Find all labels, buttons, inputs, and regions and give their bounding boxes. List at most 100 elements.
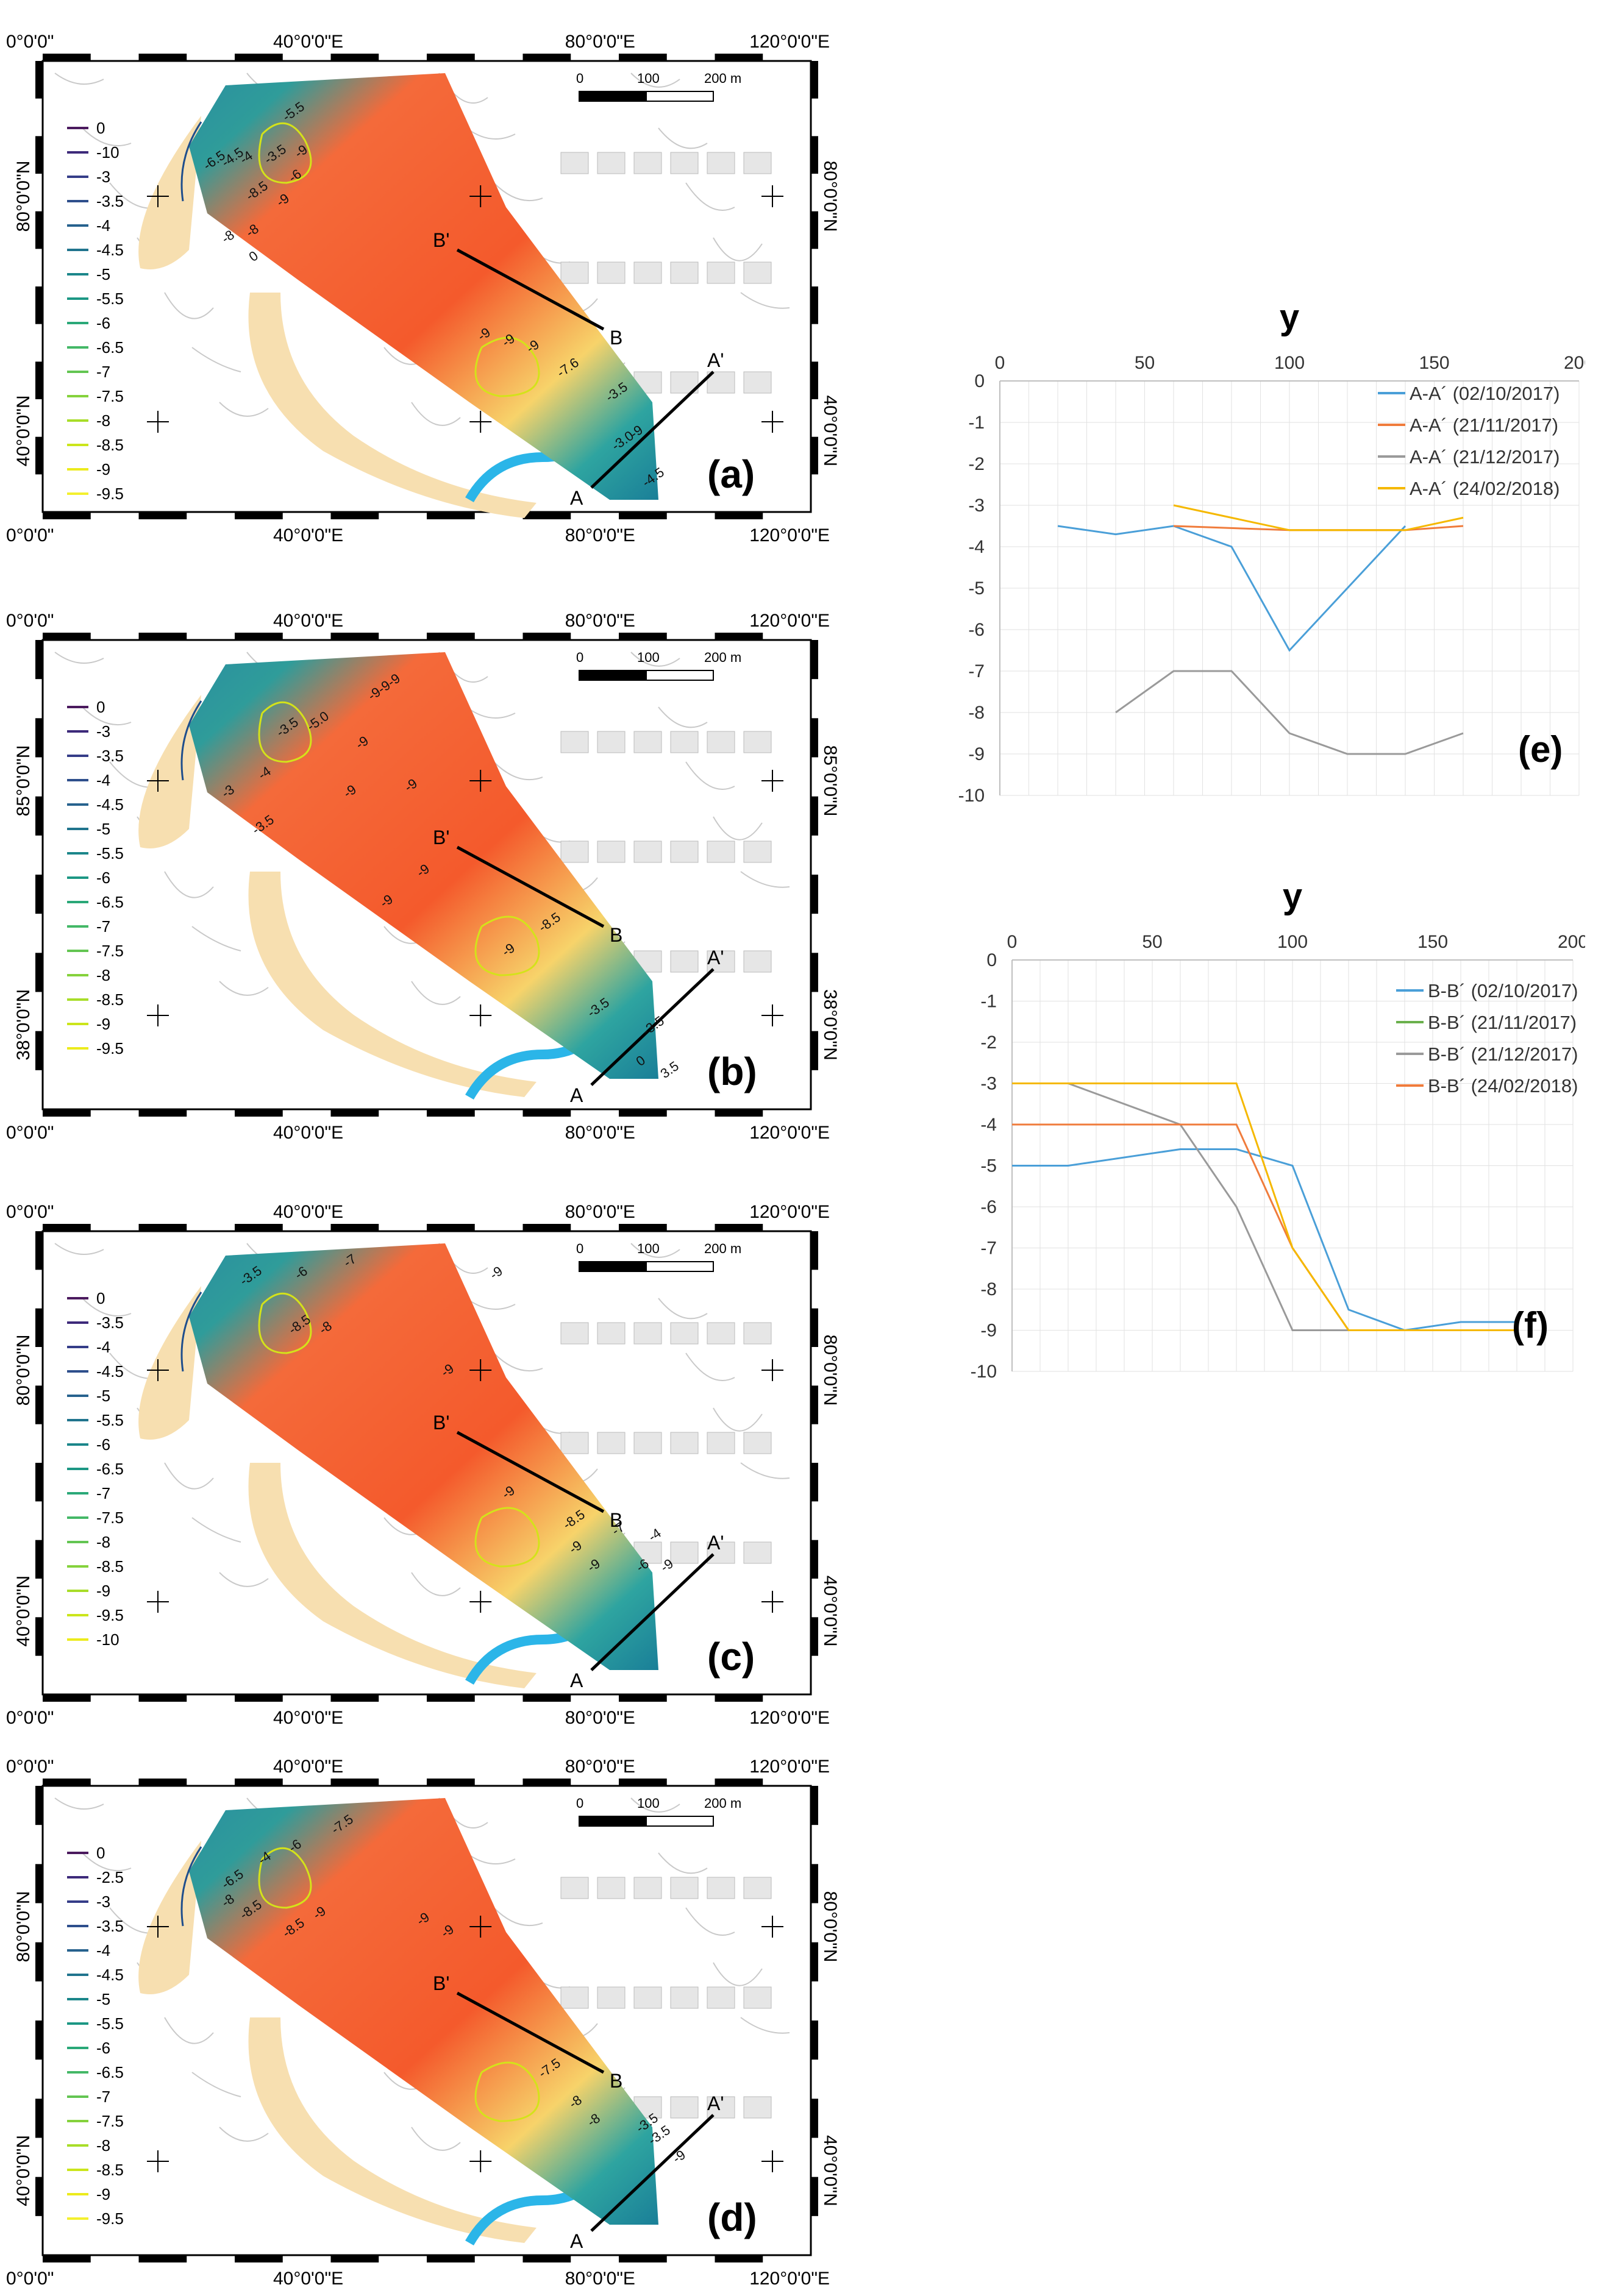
- coord-top: 120°0'0"E: [749, 611, 830, 631]
- y-tick-label: -5: [968, 578, 985, 599]
- legend-label: -7: [96, 1484, 110, 1502]
- legend-entry: A-A´ (21/11/2017): [1410, 414, 1558, 436]
- coord-left: 40°0'0"N: [13, 395, 34, 466]
- legend-label: -4.5: [96, 241, 124, 259]
- x-tick-label: 0: [995, 353, 1005, 373]
- coord-bottom: 0°0'0": [6, 2269, 54, 2286]
- section-label: A': [707, 2092, 724, 2114]
- coord-bottom: 80°0'0"E: [565, 1708, 635, 1725]
- coord-top: 80°0'0"E: [565, 1757, 635, 1777]
- series-line: [1173, 504, 1464, 531]
- y-tick-label: -6: [980, 1197, 997, 1217]
- legend-label: -5.5: [96, 1411, 124, 1429]
- coord-top: 80°0'0"E: [565, 1202, 635, 1222]
- section-label: B: [610, 2070, 622, 2092]
- legend-label: -5: [96, 265, 110, 283]
- y-tick-label: -2: [980, 1032, 997, 1053]
- legend-entry: B-B´ (21/11/2017): [1428, 1012, 1577, 1033]
- legend-label: -7.5: [96, 1509, 124, 1527]
- x-tick-label: 100: [1277, 932, 1308, 952]
- coord-left: 38°0'0"N: [13, 989, 34, 1061]
- x-tick-label: 200: [1558, 932, 1585, 952]
- coord-bottom: 0°0'0": [6, 1123, 54, 1140]
- legend-label: 0: [96, 119, 105, 137]
- legend-label: -5: [96, 1990, 110, 2008]
- legend-label: -4.5: [96, 1362, 124, 1381]
- y-tick-label: -1: [968, 413, 985, 433]
- legend-label: -7: [96, 363, 110, 381]
- x-tick-label: 50: [1142, 932, 1162, 952]
- coord-top: 0°0'0": [6, 611, 54, 631]
- legend-label: -9.5: [96, 2209, 124, 2228]
- x-tick-label: 0: [1007, 932, 1018, 952]
- y-tick-label: -7: [968, 661, 985, 681]
- section-label: A: [570, 1669, 583, 1691]
- coord-right: 80°0'0"N: [820, 1891, 840, 1963]
- legend-label: -6: [96, 1435, 110, 1454]
- scale-label: 200 m: [704, 650, 741, 665]
- coord-bottom: 120°0'0"E: [749, 1123, 830, 1140]
- legend-label: -7: [96, 917, 110, 936]
- chart-panel-tag: (e): [1518, 729, 1563, 770]
- legend-label: -4.5: [96, 1966, 124, 1984]
- coord-top: 0°0'0": [6, 1757, 54, 1777]
- section-label: A: [570, 2230, 583, 2252]
- coord-top: 120°0'0"E: [749, 32, 830, 52]
- coord-top: 0°0'0": [6, 32, 54, 52]
- legend-label: -7.5: [96, 942, 124, 960]
- legend-label: -4: [96, 216, 110, 235]
- coord-top: 80°0'0"E: [565, 32, 635, 52]
- map-panel-tag: (b): [707, 1050, 757, 1093]
- bathymetry-surface: [189, 1243, 658, 1670]
- coord-left: 85°0'0"N: [13, 745, 34, 817]
- bathymetry-surface: [189, 652, 658, 1079]
- legend-label: -3: [96, 722, 110, 741]
- y-tick-label: -8: [980, 1279, 997, 1299]
- legend-label: -9: [96, 1582, 110, 1600]
- coord-bottom: 40°0'0"E: [273, 525, 343, 542]
- legend-label: -6: [96, 869, 110, 887]
- coord-bottom: 80°0'0"E: [565, 525, 635, 542]
- scale-label: 100: [637, 650, 660, 665]
- scale-label: 200 m: [704, 71, 741, 86]
- x-tick-label: 50: [1135, 353, 1155, 373]
- scale-label: 0: [576, 1241, 583, 1256]
- scale-label: 100: [637, 1241, 660, 1256]
- y-tick-label: -8: [968, 703, 985, 723]
- y-tick-label: 0: [986, 950, 997, 970]
- legend-label: -4: [96, 1941, 110, 1960]
- scale-label: 0: [576, 650, 583, 665]
- coord-right: 80°0'0"N: [820, 1335, 840, 1406]
- legend-label: -8: [96, 966, 110, 984]
- x-axis-label: y: [1283, 876, 1302, 916]
- section-label: B: [610, 924, 622, 946]
- legend-label: -6.5: [96, 1460, 124, 1478]
- coord-bottom: 40°0'0"E: [273, 2269, 343, 2286]
- section-label: A: [570, 1084, 583, 1106]
- scale-label: 0: [576, 71, 583, 86]
- section-line-a: [590, 2114, 715, 2232]
- legend-label: -9: [96, 1015, 110, 1033]
- coord-right: 40°0'0"N: [820, 2135, 840, 2206]
- coord-bottom: 120°0'0"E: [749, 1708, 830, 1725]
- map-panel-tag: (a): [707, 452, 755, 496]
- series-line: [1012, 1082, 1517, 1331]
- legend-label: -3: [96, 1893, 110, 1911]
- y-tick-label: -1: [980, 992, 997, 1012]
- coord-right: 40°0'0"N: [820, 1576, 840, 1647]
- legend-label: -3.5: [96, 1313, 124, 1332]
- legend-label: -8: [96, 1533, 110, 1551]
- legend-label: -7: [96, 2088, 110, 2106]
- legend-label: -3.5: [96, 1917, 124, 1935]
- coord-right: 80°0'0"N: [820, 161, 840, 232]
- map-svg: AA'BB'-6.5-4.5-4 -3.5-5.5-9-8.5 -9-6-8 -80-…: [6, 32, 840, 546]
- coord-left: 40°0'0"N: [13, 1576, 34, 1647]
- scale-label: 100: [637, 71, 660, 86]
- legend-label: -6.5: [96, 893, 124, 911]
- legend-entry: A-A´ (02/10/2017): [1410, 383, 1560, 404]
- coord-left: 80°0'0"N: [13, 161, 34, 232]
- legend-label: -9.5: [96, 485, 124, 503]
- section-line-b: [456, 248, 605, 331]
